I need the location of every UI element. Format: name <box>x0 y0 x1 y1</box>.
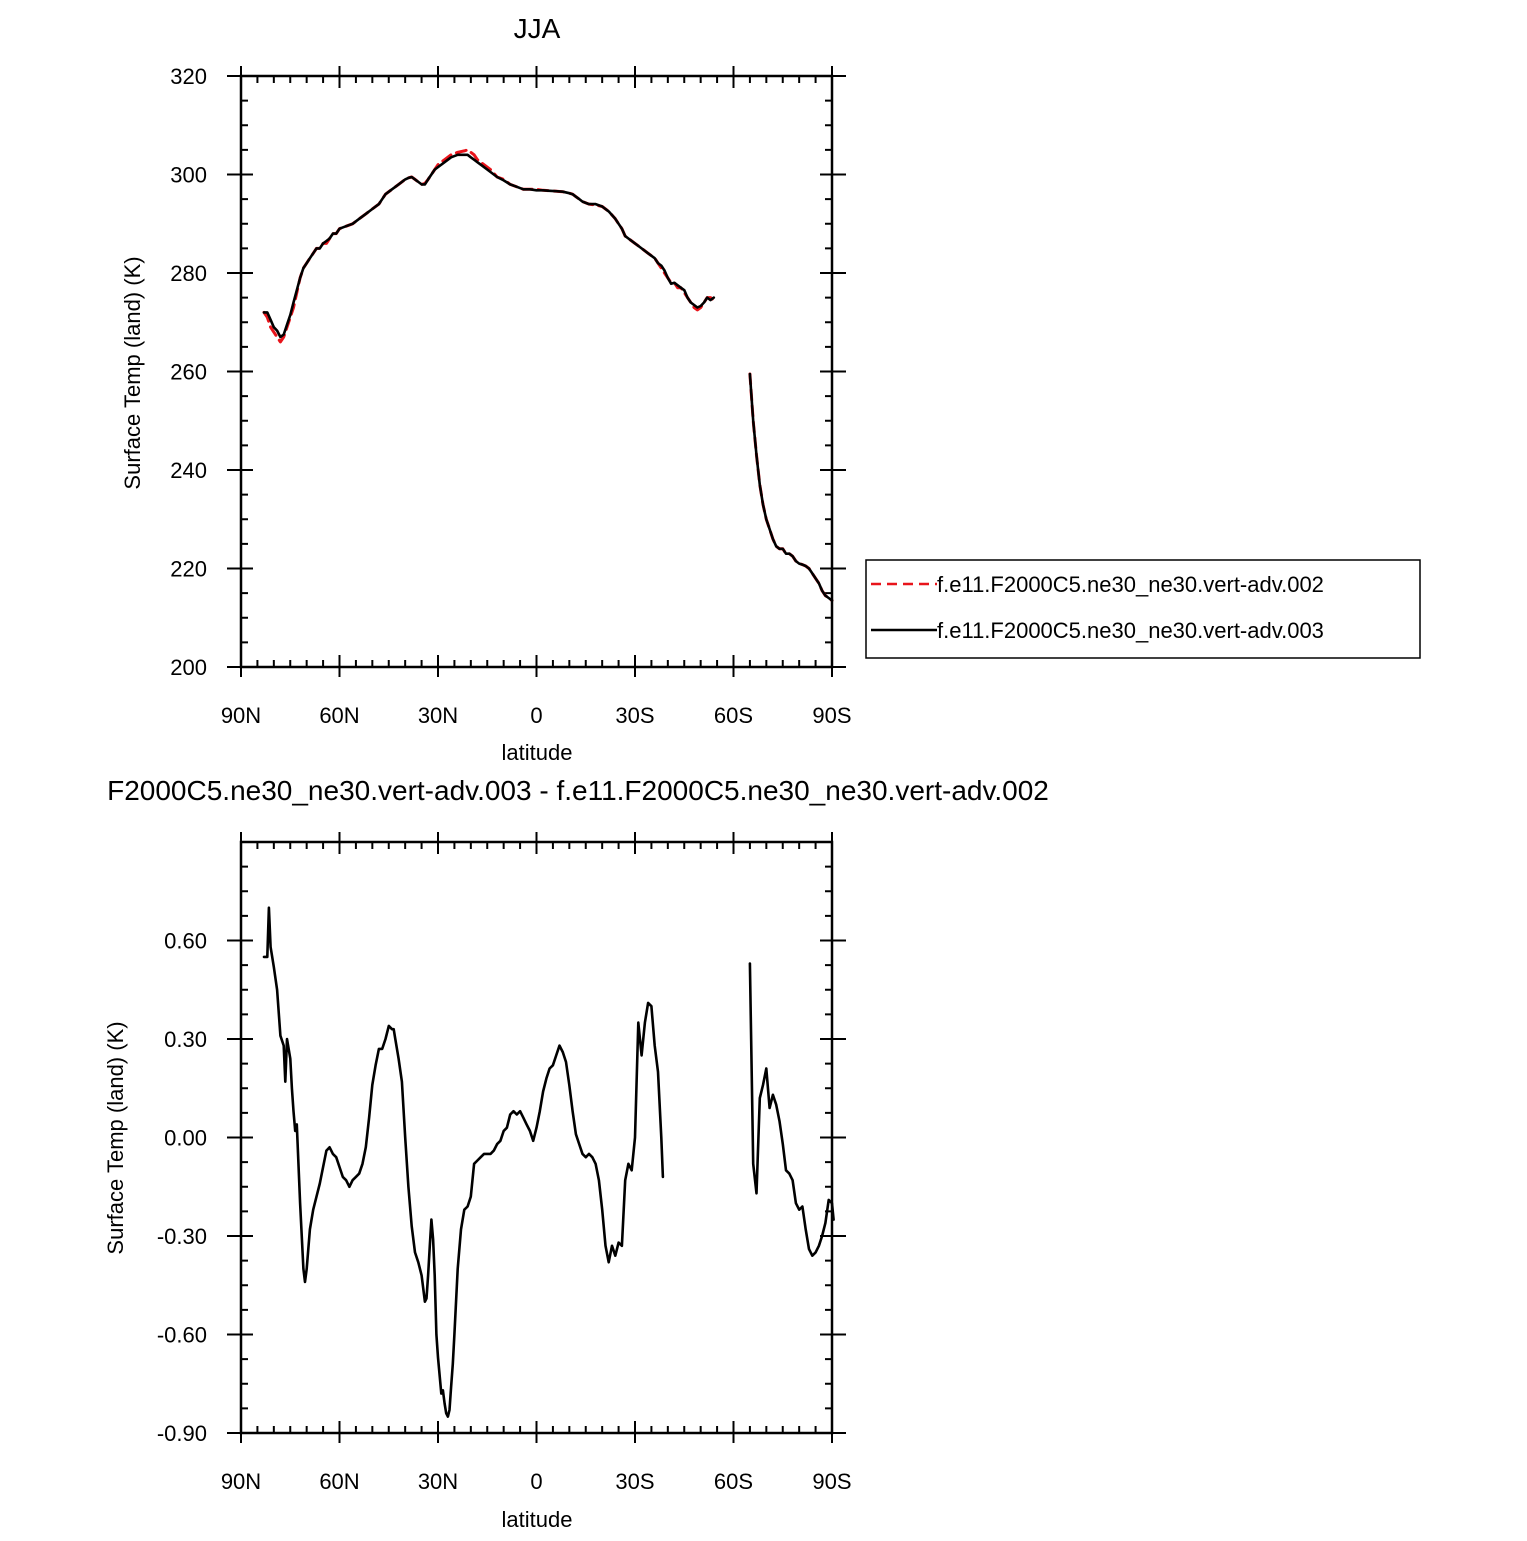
top-chart-series <box>262 148 834 602</box>
top-chart-xlabel: latitude <box>502 740 573 765</box>
bottom-chart-frame <box>239 840 834 1435</box>
y-tick-label: 0.60 <box>164 929 207 954</box>
series-line-run003 <box>748 962 835 1257</box>
y-tick-label: 320 <box>170 64 207 89</box>
x-tick-label: 90N <box>221 1469 261 1494</box>
x-tick-label: 30N <box>418 703 458 728</box>
bottom-chart: F2000C5.ne30_ne30.vert-adv.003 - f.e11.F… <box>103 775 1049 1532</box>
x-tick-label: 90N <box>221 703 261 728</box>
series-line-run003 <box>748 372 834 602</box>
x-tick-label: 0 <box>530 703 542 728</box>
bottom-chart-series <box>262 906 835 1418</box>
x-tick-label: 30S <box>615 1469 654 1494</box>
y-tick-label: 260 <box>170 360 207 385</box>
y-tick-label: 220 <box>170 557 207 582</box>
y-tick-label: 200 <box>170 655 207 680</box>
bottom-chart-ticks: 90N 60N 30N 0 30S 60S 90S -0.90 -0.60 -0.30 0.00 0.… <box>157 832 852 1494</box>
y-tick-label: 300 <box>170 163 207 188</box>
x-tick-label: 30N <box>418 1469 458 1494</box>
x-tick-label: 90S <box>812 703 851 728</box>
series-line-run002 <box>748 372 834 602</box>
top-chart-ylabel: Surface Temp (land) (K) <box>120 256 145 489</box>
y-tick-label: 280 <box>170 261 207 286</box>
x-tick-label: 60S <box>714 1469 753 1494</box>
bottom-chart-title: F2000C5.ne30_ne30.vert-adv.003 - f.e11.F… <box>107 775 1049 806</box>
x-tick-label: 60N <box>319 1469 359 1494</box>
x-tick-label: 30S <box>615 703 654 728</box>
bottom-chart-xlabel: latitude <box>502 1507 573 1532</box>
x-tick-label: 60N <box>319 703 359 728</box>
bottom-chart-ylabel: Surface Temp (land) (K) <box>103 1021 128 1254</box>
series-line-run003 <box>262 153 716 339</box>
series-line-run003 <box>262 906 665 1418</box>
y-tick-label: 0.00 <box>164 1126 207 1151</box>
top-chart-ticks: 90N 60N 30N 0 30S 60S 90S 200 220 240 260 280 300 320 <box>170 64 851 728</box>
legend-box <box>865 559 1421 659</box>
legend: f.e11.F2000C5.ne30_ne30.vert-adv.002 f.e… <box>865 559 1421 659</box>
x-tick-label: 90S <box>812 1469 851 1494</box>
top-chart: JJA 90N 60N 30N 0 30S 60S 90S 200 220 240 260 280 30… <box>120 13 1421 765</box>
top-chart-title: JJA <box>514 13 561 44</box>
y-tick-label: -0.90 <box>157 1421 207 1446</box>
y-tick-label: 0.30 <box>164 1027 207 1052</box>
series-line-run002 <box>262 148 716 344</box>
top-chart-frame <box>239 74 834 669</box>
y-tick-label: -0.30 <box>157 1224 207 1249</box>
y-tick-label: 240 <box>170 458 207 483</box>
legend-label-run003: f.e11.F2000C5.ne30_ne30.vert-adv.003 <box>937 618 1324 643</box>
y-tick-label: -0.60 <box>157 1323 207 1348</box>
legend-label-run002: f.e11.F2000C5.ne30_ne30.vert-adv.002 <box>937 572 1324 597</box>
x-tick-label: 0 <box>530 1469 542 1494</box>
x-tick-label: 60S <box>714 703 753 728</box>
